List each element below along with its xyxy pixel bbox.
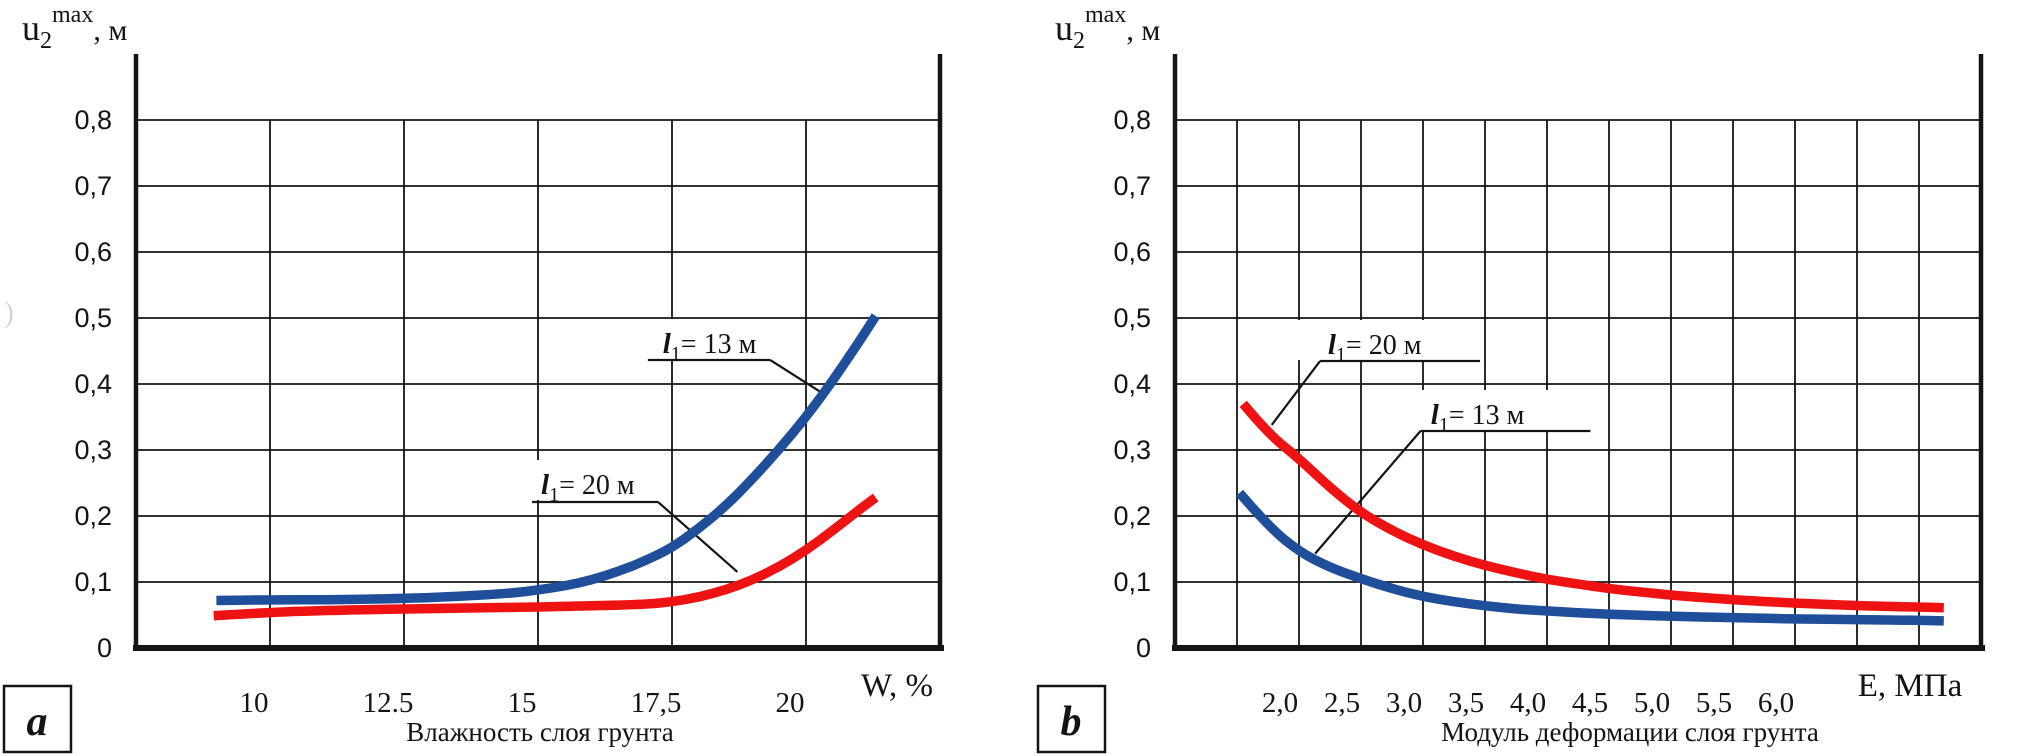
y-tick-label: 0,6: [1113, 237, 1151, 267]
x-tick-label: 3,5: [1448, 687, 1484, 719]
y-tick-label: 0: [97, 633, 112, 663]
y-tick-label: 0,2: [1113, 501, 1151, 531]
chart-svg-b: 0,8 0,7 0,6 0,5 0,4 0,3 0,2 0,1 0 2,0 2,5 3,0 3,5 4,0…: [1036, 2, 1985, 754]
x-tick-label: 5,5: [1696, 687, 1732, 719]
y-tick-label: 0,7: [1113, 171, 1151, 201]
curve-label-background: [1296, 320, 1453, 361]
curve-label-background: [631, 319, 788, 360]
curve-20m: [1239, 400, 1944, 613]
x-tick-label: 4,5: [1572, 687, 1608, 719]
y-tick-label: 0,4: [1113, 369, 1151, 399]
curve-label-background: [1399, 390, 1556, 431]
x-tick-label: 6,0: [1758, 687, 1794, 719]
y-tick-label: 0,8: [74, 105, 112, 135]
x-axis-unit-label: E, МПа: [1858, 668, 1963, 704]
curve-13m: [216, 313, 880, 606]
corner-label-box: [1036, 684, 1107, 754]
y-tick-label: 0: [1136, 633, 1151, 663]
corner-label-box: [2, 684, 73, 754]
x-tick-label: 12.5: [363, 687, 414, 719]
chart-deformation-modulus: 0,8 0,7 0,6 0,5 0,4 0,3 0,2 0,1 0 2,0 2,5 3,0 3,5 4,0…: [1010, 0, 2020, 756]
corner-label: a: [27, 699, 48, 745]
curve-label-background: [509, 459, 666, 500]
y-tick-label: 0,3: [74, 435, 112, 465]
y-tick-label: 0,8: [1113, 105, 1151, 135]
scan-artifact: ): [4, 296, 14, 329]
y-tick-label: 0,4: [74, 369, 112, 399]
curve-label-leader-line: [769, 359, 822, 393]
y-tick-label: 0,2: [74, 501, 112, 531]
x-axis-caption: Модуль деформации слоя грунта: [1441, 717, 1819, 747]
curve-label-leader-line: [1270, 360, 1321, 426]
x-tick-label: 10: [240, 687, 269, 719]
y-axis-title: u2max, м: [22, 2, 127, 54]
curve-label: l1= 13 м: [663, 328, 757, 365]
chart-moisture: 0,8 0,7 0,6 0,5 0,4 0,3 0,2 0,1 0 10 12.5 15 17,5 20 W…: [2, 2, 944, 754]
chart-svg-a: 0,8 0,7 0,6 0,5 0,4 0,3 0,2 0,1 0 10 12.5 15 17,5 20 W…: [2, 2, 944, 754]
x-tick-label: 2,0: [1262, 687, 1298, 719]
x-tick-label: 17,5: [631, 687, 682, 719]
curve-13m: [1235, 489, 1944, 626]
x-axis-caption: Влажность слоя грунта: [406, 717, 673, 747]
x-tick-label: 3,0: [1386, 687, 1422, 719]
curve-label-leader-line: [1314, 430, 1422, 555]
x-tick-label: 4,0: [1510, 687, 1546, 719]
y-tick-label: 0,7: [74, 171, 112, 201]
x-tick-label: 20: [776, 687, 805, 719]
x-tick-label: 2,5: [1324, 687, 1360, 719]
x-axis-unit-label: W, %: [861, 668, 933, 704]
curve-label-leader-line: [657, 501, 739, 573]
y-tick-label: 0,5: [74, 303, 112, 333]
curve-label: l1= 20 м: [1328, 329, 1422, 366]
y-tick-label: 0,6: [74, 237, 112, 267]
curve-20m: [213, 493, 879, 621]
curve-label: l1= 13 м: [1431, 399, 1525, 436]
y-tick-label: 0,3: [1113, 435, 1151, 465]
curve-label: l1= 20 м: [541, 469, 635, 506]
x-tick-label: 15: [508, 687, 537, 719]
corner-label: b: [1061, 699, 1082, 745]
y-axis-title: u2max, м: [1055, 2, 1160, 54]
y-tick-label: 0,5: [1113, 303, 1151, 333]
y-tick-label: 0,1: [74, 567, 112, 597]
x-tick-label: 5,0: [1634, 687, 1670, 719]
y-tick-label: 0,1: [1113, 567, 1151, 597]
